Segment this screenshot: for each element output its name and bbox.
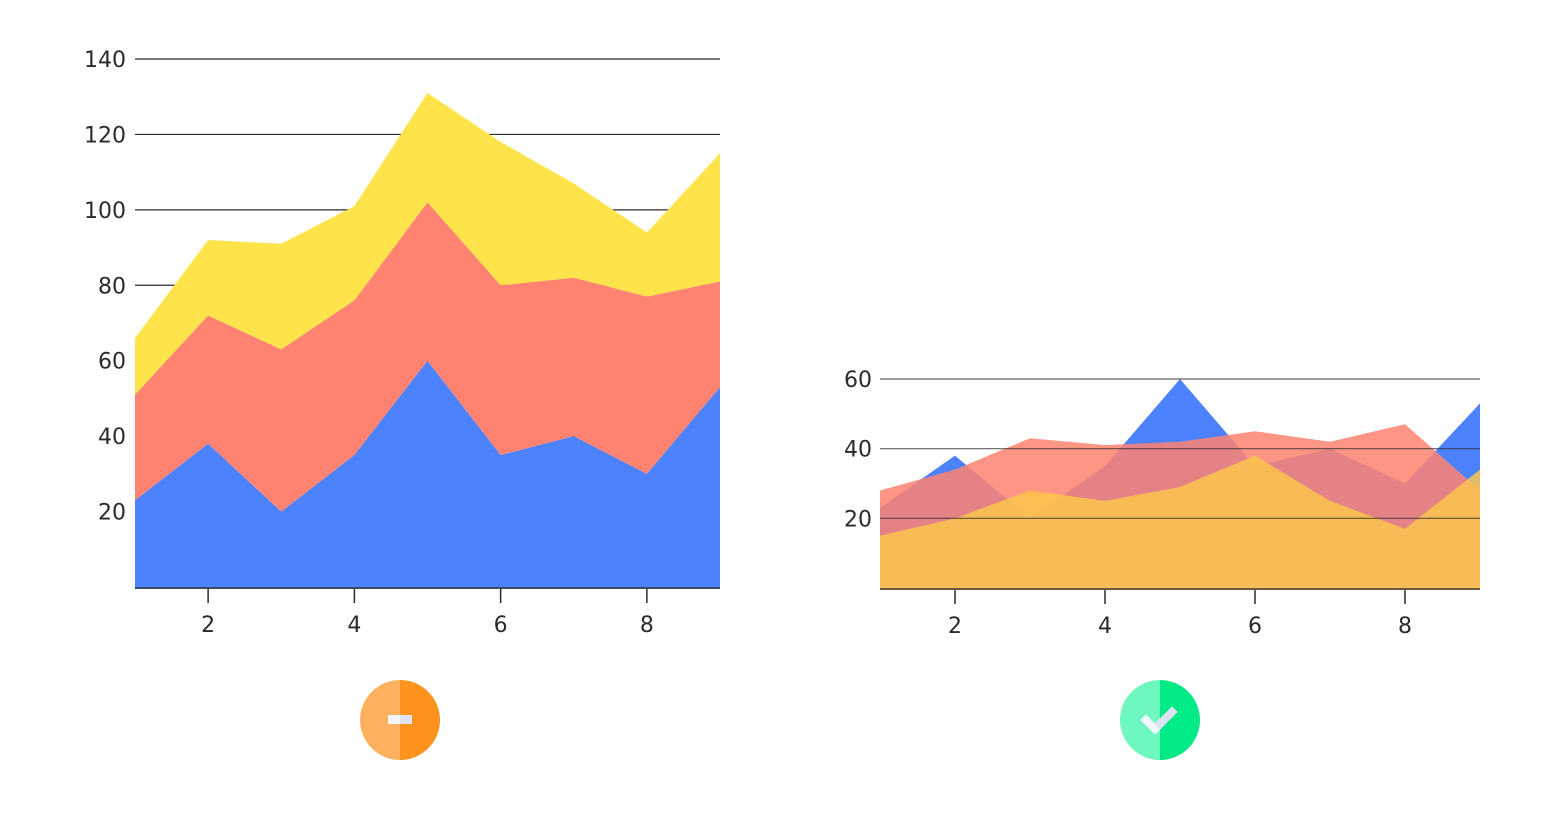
right-x-axis: 2 4 6 8 [880, 588, 1480, 639]
y-tick-label: 80 [98, 274, 126, 299]
y-tick-label: 60 [98, 350, 126, 375]
x-tick-label: 6 [494, 613, 508, 638]
x-tick-label: 4 [1098, 614, 1112, 639]
left-stacked-areas [135, 92, 720, 587]
x-tick-label: 2 [201, 613, 215, 638]
x-tick-label: 6 [1248, 614, 1262, 639]
minus-icon [388, 715, 412, 724]
y-tick-label: 20 [844, 507, 872, 532]
area-series-a [135, 360, 720, 587]
right-y-axis-labels: 20 40 60 [844, 368, 872, 532]
x-tick-label: 8 [640, 613, 654, 638]
y-tick-label: 60 [844, 368, 872, 393]
y-tick-label: 40 [98, 425, 126, 450]
left-x-axis: 2 4 6 8 [135, 587, 720, 638]
left-y-axis-labels: 20 40 60 80 100 120 140 [84, 48, 126, 526]
right-gridlines [880, 378, 1480, 519]
neutral-badge [360, 680, 440, 760]
x-tick-label: 2 [948, 614, 962, 639]
x-tick-label: 8 [1398, 614, 1412, 639]
right-overlapping-areas [880, 379, 1480, 588]
y-tick-label: 40 [844, 438, 872, 463]
badge-left-half [1120, 680, 1160, 760]
area-series-b [135, 202, 720, 512]
y-tick-label: 120 [84, 123, 126, 148]
y-tick-label: 20 [98, 501, 126, 526]
x-tick-label: 4 [347, 613, 361, 638]
y-tick-label: 100 [84, 199, 126, 224]
check-icon [1140, 706, 1178, 735]
area-series-c [880, 455, 1480, 588]
recommended-badge [1120, 680, 1200, 760]
y-tick-label: 140 [84, 48, 126, 73]
area-series-c [135, 92, 720, 395]
